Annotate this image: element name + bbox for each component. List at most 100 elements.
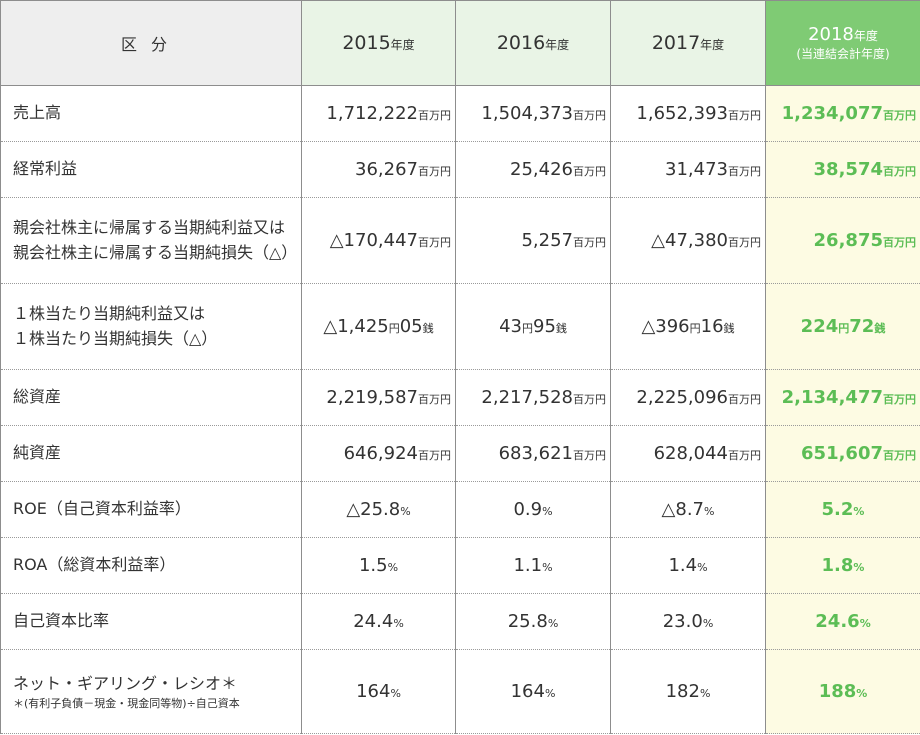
value-cell-2015: 36,267百万円	[301, 141, 456, 198]
value-cell-2017: 2,225,096百万円	[610, 369, 766, 426]
value-cell-2018: 188%	[765, 649, 920, 734]
value-unit: %	[699, 687, 711, 700]
value-number-sub: 95	[533, 316, 556, 337]
row-equity-ratio: 自己資本比率 24.4% 25.8% 23.0% 24.6%	[0, 593, 920, 650]
value-unit: 円	[522, 322, 533, 335]
value-unit-sub: 銭	[422, 322, 434, 335]
value-unit: %	[547, 617, 559, 630]
row-roa: ROA（総資本利益率） 1.5% 1.1% 1.4% 1.8%	[0, 537, 920, 594]
value-unit: 百万円	[573, 236, 606, 249]
value-unit: 百万円	[418, 393, 451, 406]
row-label-line1: １株当たり当期純利益又は	[13, 303, 206, 323]
header-year-2015: 2015年度	[301, 0, 456, 86]
value-cell-2016: 683,621百万円	[455, 425, 611, 482]
row-label-line1: 自己資本比率	[13, 611, 110, 631]
value-unit: %	[853, 505, 865, 518]
value-unit: 百万円	[573, 165, 606, 178]
value-cell-2017: 23.0%	[610, 593, 766, 650]
value-number: 1.8	[821, 555, 854, 576]
value-number: 1.4	[668, 555, 698, 576]
value-cell-2015: 1.5%	[301, 537, 456, 594]
year-number: 2017	[651, 32, 701, 54]
value-cell-2018: 224円72銭	[765, 283, 920, 370]
row-label-line1: 親会社株主に帰属する当期純利益又は	[13, 217, 286, 237]
value-cell-2016: 5,257百万円	[455, 197, 611, 284]
value-number-sub: 72	[849, 316, 875, 337]
value-number: △170,447	[329, 230, 418, 251]
value-number: △25.8	[346, 499, 401, 520]
row-label-line1: 総資産	[13, 387, 62, 407]
value-unit: 百万円	[573, 393, 606, 406]
value-number: 224	[800, 316, 839, 337]
value-cell-2018: 24.6%	[765, 593, 920, 650]
row-label: 親会社株主に帰属する当期純利益又は 親会社株主に帰属する当期純損失（△）	[0, 197, 302, 284]
value-unit: %	[853, 561, 865, 574]
value-unit-sub: 銭	[874, 322, 886, 335]
row-net-assets: 純資産 646,924百万円 683,621百万円 628,044百万円 651,607…	[0, 425, 920, 482]
year-number: 2016	[496, 32, 546, 54]
value-cell-2015: △170,447百万円	[301, 197, 456, 284]
value-number: △1,425	[323, 316, 389, 337]
year-number: 2015	[342, 32, 391, 54]
value-number: △396	[641, 316, 690, 337]
row-total-assets: 総資産 2,219,587百万円 2,217,528百万円 2,225,096百万円 2…	[0, 369, 920, 426]
value-number: 1,504,373	[481, 103, 573, 124]
value-number: 36,267	[355, 159, 418, 180]
value-unit: %	[704, 505, 715, 518]
value-unit: 円	[388, 322, 400, 335]
value-number-sub: 16	[700, 316, 724, 337]
value-unit: 百万円	[728, 449, 761, 462]
value-cell-2017: 628,044百万円	[610, 425, 766, 482]
value-cell-2018: 1.8%	[765, 537, 920, 594]
value-cell-2018: 2,134,477百万円	[765, 369, 920, 426]
row-label: ROA（総資本利益率）	[0, 537, 302, 594]
value-unit: %	[542, 505, 553, 518]
row-label-line2: 親会社株主に帰属する当期純損失（△）	[13, 242, 298, 262]
value-unit: 百万円	[418, 449, 451, 462]
row-net-gearing-ratio: ネット・ギアリング・レシオ＊ ＊(有利子負債－現金・現金同等物)÷自己資本 164%…	[0, 649, 920, 734]
value-unit: %	[400, 505, 411, 518]
row-label: ROE（自己資本利益率）	[0, 481, 302, 538]
value-cell-2015: 1,712,222百万円	[301, 85, 456, 142]
value-cell-2017: 1,652,393百万円	[610, 85, 766, 142]
value-unit: 百万円	[883, 393, 916, 406]
row-sales: 売上高 1,712,222百万円 1,504,373百万円 1,652,393百万円 1…	[0, 85, 920, 142]
value-number: 26,875	[813, 230, 883, 251]
row-label-line1: ROE（自己資本利益率）	[13, 499, 191, 519]
year-suffix: 年度	[700, 38, 725, 52]
value-unit: 百万円	[728, 236, 761, 249]
value-number: △47,380	[651, 230, 728, 251]
value-cell-2017: 182%	[610, 649, 766, 734]
value-number: 2,225,096	[636, 387, 728, 408]
value-number: 182	[665, 681, 700, 702]
value-cell-2015: 2,219,587百万円	[301, 369, 456, 426]
header-year-2018: 2018年度 (当連結会計年度)	[765, 0, 920, 86]
value-number: 1,234,077	[781, 103, 883, 124]
value-unit: 百万円	[883, 165, 916, 178]
value-cell-2017: △8.7%	[610, 481, 766, 538]
value-unit: 百万円	[573, 449, 606, 462]
value-number: 1,712,222	[326, 103, 418, 124]
header-year-2016: 2016年度	[455, 0, 611, 86]
value-unit: 百万円	[573, 109, 606, 122]
row-roe: ROE（自己資本利益率） △25.8% 0.9% △8.7% 5.2%	[0, 481, 920, 538]
value-cell-2016: 43円95銭	[455, 283, 611, 370]
value-number: 683,621	[498, 443, 573, 464]
value-cell-2017: 31,473百万円	[610, 141, 766, 198]
value-cell-2016: 164%	[455, 649, 611, 734]
header-row: 区分 2015年度 2016年度 2017年度 2018年度 (当連結会計年度)	[0, 0, 920, 86]
value-cell-2015: △25.8%	[301, 481, 456, 538]
row-label: 自己資本比率	[0, 593, 302, 650]
value-cell-2016: 0.9%	[455, 481, 611, 538]
value-number: 646,924	[343, 443, 418, 464]
row-eps: １株当たり当期純利益又は １株当たり当期純損失（△） △1,425円05銭 43円95…	[0, 283, 920, 370]
value-unit: %	[387, 561, 399, 574]
value-unit: %	[702, 617, 714, 630]
value-number: 25,426	[510, 159, 573, 180]
row-label-line1: 純資産	[13, 443, 62, 463]
row-label-line1: ネット・ギアリング・レシオ＊	[13, 673, 238, 693]
value-unit: %	[393, 617, 404, 630]
value-number: 0.9	[513, 499, 543, 520]
value-cell-2015: 646,924百万円	[301, 425, 456, 482]
